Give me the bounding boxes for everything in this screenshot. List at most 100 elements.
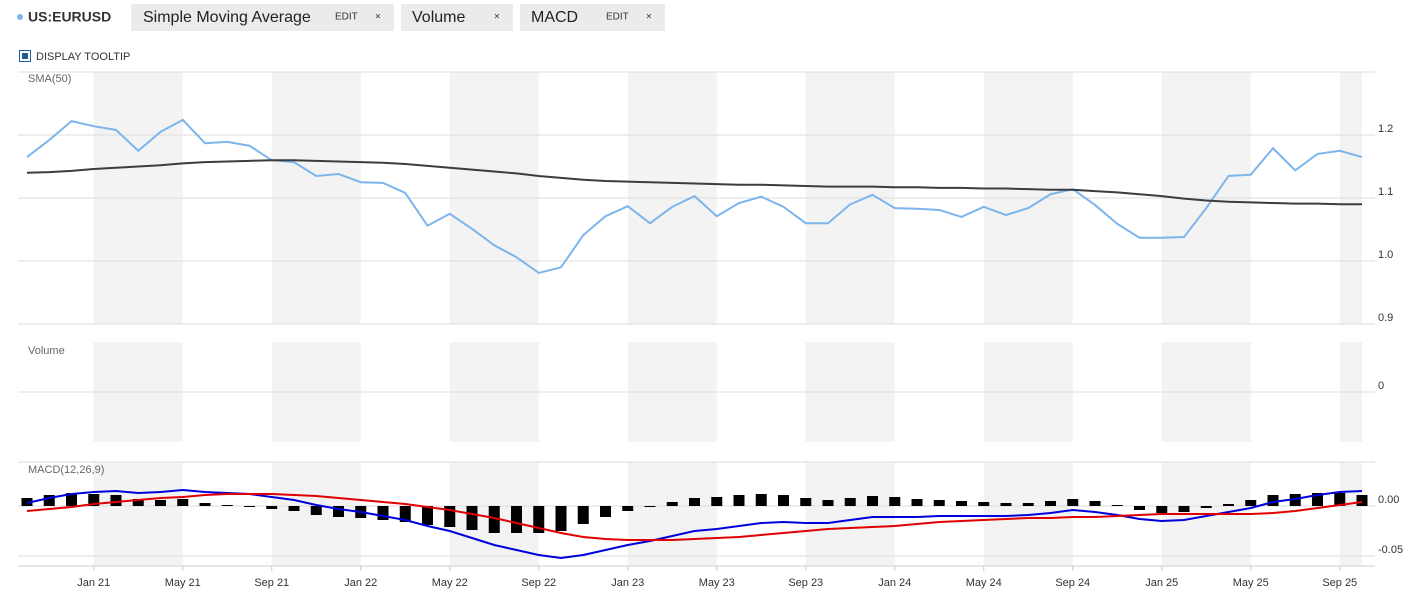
histogram-bar — [911, 499, 923, 506]
histogram-bar — [1178, 506, 1190, 512]
y-tick-label: 1.2 — [1378, 123, 1393, 135]
y-tick-label: 1.0 — [1378, 249, 1393, 261]
histogram-bar — [333, 506, 344, 517]
histogram-bar — [1312, 493, 1323, 506]
histogram-bar — [310, 506, 322, 515]
histogram-bar — [867, 496, 878, 506]
histogram-bar — [778, 495, 789, 506]
y-tick-label: 0.00 — [1378, 494, 1399, 506]
histogram-bar — [177, 499, 189, 506]
histogram-bar — [889, 497, 901, 506]
y-tick-label: 0.9 — [1378, 312, 1393, 324]
x-tick-label: Sep 25 — [1322, 577, 1357, 589]
histogram-bar — [511, 506, 522, 533]
histogram-bar — [43, 495, 55, 506]
histogram-bar — [1111, 505, 1123, 506]
histogram-bar — [1356, 495, 1368, 506]
tab-label[interactable]: MACD — [531, 9, 578, 26]
histogram-bar — [644, 506, 656, 507]
x-tick-label: Sep 21 — [254, 577, 289, 589]
x-tick-label: Jan 23 — [611, 577, 644, 589]
histogram-bar — [488, 506, 500, 533]
x-tick-label: Sep 22 — [521, 577, 556, 589]
plots: 0.9 1.0 1.1 1.2 0 -0.05 0.00 Jan 21 May 21 Sep 21… — [18, 71, 1403, 589]
histogram-bar — [711, 497, 723, 506]
histogram-bar — [288, 506, 300, 511]
y-tick-label: -0.05 — [1378, 544, 1403, 556]
close-button[interactable]: × — [494, 12, 500, 23]
tab-label[interactable]: Volume — [412, 9, 465, 26]
histogram-bar — [1134, 506, 1145, 510]
histogram-bar — [377, 506, 389, 520]
histogram-bar — [466, 506, 478, 530]
histogram-bar — [110, 495, 122, 506]
x-tick-label: Jan 22 — [344, 577, 377, 589]
histogram-bar — [755, 494, 767, 506]
foreground: 0.9 1.0 1.1 1.2 0 -0.05 0.00 Jan 21 May 21 Sep 21… — [18, 118, 1403, 589]
shade-band — [627, 462, 717, 566]
edit-button[interactable]: EDIT — [606, 12, 629, 23]
histogram-bar — [800, 498, 812, 506]
histogram-bar — [155, 500, 166, 506]
tab-label[interactable]: Simple Moving Average — [143, 9, 311, 26]
histogram-bar — [1022, 503, 1034, 506]
histogram-bar — [622, 506, 634, 511]
histogram-bar — [221, 505, 233, 506]
tab[interactable] — [520, 4, 665, 31]
x-tick-label: Sep 23 — [788, 577, 823, 589]
y-tick-label: 1.1 — [1378, 186, 1393, 198]
symbol-dot — [17, 14, 23, 20]
edit-button[interactable]: EDIT — [335, 12, 358, 23]
histogram-bar — [577, 506, 589, 524]
tab[interactable] — [401, 4, 513, 31]
x-tick-label: May 25 — [1233, 577, 1269, 589]
close-button[interactable]: × — [646, 12, 652, 23]
shade-band — [805, 462, 895, 566]
panel-title: MACD(12,26,9) — [28, 464, 104, 476]
series-line — [26, 159, 1362, 206]
tab[interactable] — [131, 4, 394, 31]
x-tick-label: Sep 24 — [1055, 577, 1090, 589]
series-line — [26, 118, 1363, 275]
histogram-bar — [555, 506, 567, 531]
histogram-bar — [1245, 500, 1257, 506]
histogram-bar — [1000, 503, 1012, 506]
histogram-bar — [1334, 493, 1346, 506]
histogram-bar — [132, 499, 144, 506]
histogram-bar — [1200, 506, 1212, 508]
backgrounds — [18, 71, 1375, 566]
histogram-bar — [978, 502, 990, 506]
histogram-bar — [444, 506, 456, 527]
histogram-bar — [956, 501, 967, 506]
histogram-bar — [66, 493, 77, 506]
x-tick-label: May 22 — [432, 577, 468, 589]
close-button[interactable]: × — [375, 12, 381, 23]
histogram-bar — [266, 506, 278, 509]
histogram-bar — [1067, 499, 1079, 506]
histogram-bar — [733, 495, 745, 506]
histogram-bar — [533, 506, 545, 533]
symbol: US:EURUSD — [28, 9, 111, 25]
histogram-bar — [844, 498, 856, 506]
x-tick-label: Jan 21 — [77, 577, 110, 589]
histogram-bar — [199, 503, 211, 506]
checkbox-fill — [22, 53, 28, 59]
series-line — [26, 493, 1363, 541]
histogram-bar — [600, 506, 611, 517]
shade-band — [93, 462, 183, 566]
histogram-bar — [1089, 501, 1101, 506]
histogram-bar — [244, 506, 255, 507]
series-label: SMA(50) — [28, 73, 71, 85]
histogram-bar — [422, 506, 433, 525]
histogram-bar — [1156, 506, 1168, 513]
histogram-bar — [1223, 504, 1234, 506]
panel-title: Volume — [28, 345, 65, 357]
x-tick-label: Jan 25 — [1145, 577, 1178, 589]
x-tick-label: May 21 — [165, 577, 201, 589]
x-tick-label: May 23 — [699, 577, 735, 589]
y-tick-label: 0 — [1378, 380, 1384, 392]
histogram-bar — [689, 498, 700, 506]
histogram-bar — [666, 502, 678, 506]
tooltip-label[interactable]: DISPLAY TOOLTIP — [36, 51, 130, 63]
